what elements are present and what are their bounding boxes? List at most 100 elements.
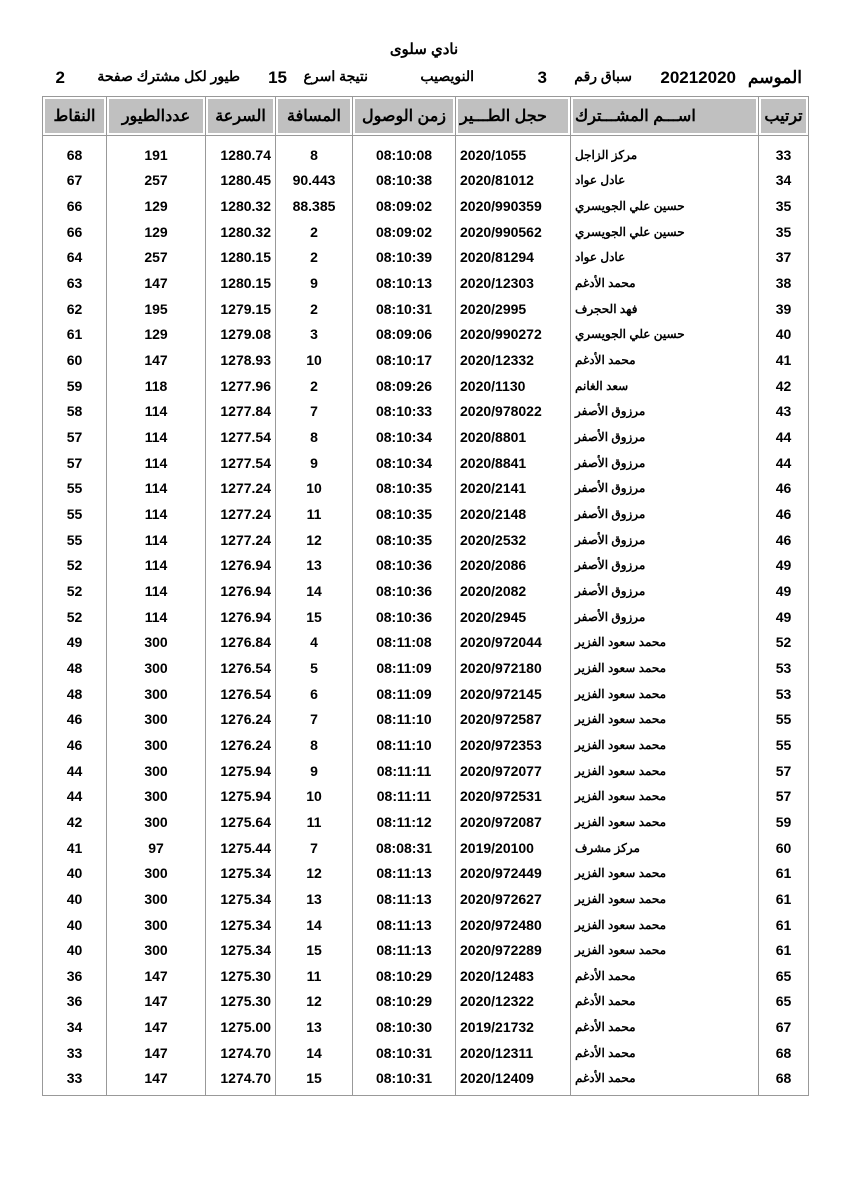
table-row: 65 محمد الأدغم 2020/12322 08:10:29 12 1275.30… <box>42 988 809 1015</box>
cell-name: عادل عواد <box>570 244 759 271</box>
cell-points: 62 <box>42 295 107 322</box>
cell-time: 08:11:08 <box>352 629 456 656</box>
column-header-speed: السرعة <box>205 96 276 136</box>
race-number: 3 <box>537 68 547 87</box>
cell-time: 08:10:34 <box>352 449 456 476</box>
cell-name: محمد الأدغم <box>570 1039 759 1066</box>
cell-speed: 1275.34 <box>205 911 276 938</box>
cell-time: 08:10:35 <box>352 501 456 527</box>
cell-time: 08:10:33 <box>352 398 456 425</box>
cell-ring: 2020/1055 <box>455 135 571 168</box>
cell-rank: 61 <box>758 937 809 963</box>
cell-birds: 147 <box>106 1065 206 1097</box>
cell-speed: 1280.32 <box>205 218 276 245</box>
cell-speed: 1276.94 <box>205 552 276 579</box>
cell-speed: 1276.94 <box>205 603 276 630</box>
cell-birds: 114 <box>106 603 206 630</box>
club-title: نادي سلوى <box>389 41 459 58</box>
cell-speed: 1280.32 <box>205 193 276 219</box>
results-table: ترتيب اســـم المشـــترك حجل الطـــير زمن ال… <box>42 96 809 1097</box>
cell-points: 68 <box>42 135 107 168</box>
cell-speed: 1277.84 <box>205 398 276 425</box>
cell-name: حسين علي الجويسري <box>570 218 759 245</box>
cell-name: فهد الحجرف <box>570 295 759 322</box>
cell-time: 08:10:29 <box>352 963 456 989</box>
cell-dist: 12 <box>275 526 353 553</box>
cell-time: 08:11:11 <box>352 783 456 810</box>
cell-birds: 147 <box>106 1014 206 1040</box>
cell-speed: 1275.64 <box>205 809 276 835</box>
cell-points: 44 <box>42 757 107 784</box>
race-location: النويصيب <box>420 68 474 84</box>
cell-name: محمد سعود الفزير <box>570 655 759 681</box>
cell-birds: 257 <box>106 244 206 271</box>
cell-birds: 147 <box>106 988 206 1015</box>
cell-rank: 53 <box>758 655 809 681</box>
cell-ring: 2020/972627 <box>455 886 571 912</box>
cell-time: 08:10:36 <box>352 552 456 579</box>
table-row: 57 محمد سعود الفزير 2020/972531 08:11:11 10 1… <box>42 783 809 810</box>
table-row: 44 مرزوق الأصفر 2020/8841 08:10:34 9 1277.54 1… <box>42 449 809 476</box>
cell-ring: 2020/990562 <box>455 218 571 245</box>
cell-time: 08:11:13 <box>352 937 456 963</box>
cell-ring: 2020/12483 <box>455 963 571 989</box>
cell-dist: 13 <box>275 552 353 579</box>
cell-time: 08:10:31 <box>352 1039 456 1066</box>
cell-points: 46 <box>42 732 107 758</box>
cell-dist: 15 <box>275 937 353 963</box>
cell-birds: 300 <box>106 629 206 656</box>
column-header-points: النقاط <box>42 96 107 136</box>
cell-speed: 1276.24 <box>205 732 276 758</box>
cell-name: حسين علي الجويسري <box>570 193 759 219</box>
table-row: 46 مرزوق الأصفر 2020/2141 08:10:35 10 1277.24… <box>42 475 809 502</box>
cell-time: 08:09:06 <box>352 321 456 348</box>
cell-speed: 1275.34 <box>205 937 276 963</box>
cell-name: حسين علي الجويسري <box>570 321 759 348</box>
cell-ring: 2020/81012 <box>455 167 571 194</box>
result-label: نتيجة اسرع <box>303 68 368 84</box>
cell-birds: 114 <box>106 552 206 579</box>
table-row: 61 محمد سعود الفزير 2020/972289 08:11:13 15 1… <box>42 937 809 963</box>
cell-birds: 300 <box>106 886 206 912</box>
cell-dist: 11 <box>275 501 353 527</box>
cell-birds: 195 <box>106 295 206 322</box>
cell-name: محمد سعود الفزير <box>570 937 759 963</box>
table-row: 49 مرزوق الأصفر 2020/2082 08:10:36 14 1276.94… <box>42 578 809 604</box>
cell-speed: 1275.30 <box>205 988 276 1015</box>
cell-speed: 1280.45 <box>205 167 276 194</box>
cell-rank: 61 <box>758 860 809 887</box>
cell-name: محمد الأدغم <box>570 988 759 1015</box>
cell-speed: 1277.24 <box>205 475 276 502</box>
cell-speed: 1275.44 <box>205 834 276 861</box>
table-row: 38 محمد الأدغم 2020/12303 08:10:13 9 1280.15 1… <box>42 270 809 296</box>
cell-rank: 53 <box>758 680 809 707</box>
cell-rank: 55 <box>758 706 809 733</box>
cell-name: محمد سعود الفزير <box>570 732 759 758</box>
cell-time: 08:10:17 <box>352 347 456 373</box>
cell-ring: 2019/20100 <box>455 834 571 861</box>
cell-name: مرزوق الأصفر <box>570 603 759 630</box>
race-label: سباق رقم <box>574 68 632 84</box>
cell-speed: 1278.93 <box>205 347 276 373</box>
cell-birds: 114 <box>106 449 206 476</box>
table-row: 37 عادل عواد 2020/81294 08:10:39 2 1280.15 257… <box>42 244 809 271</box>
table-row: 49 مرزوق الأصفر 2020/2945 08:10:36 15 1276.94… <box>42 603 809 630</box>
cell-points: 34 <box>42 1014 107 1040</box>
cell-rank: 42 <box>758 372 809 399</box>
cell-time: 08:10:34 <box>352 424 456 450</box>
table-row: 61 محمد سعود الفزير 2020/972480 08:11:13 14 1… <box>42 911 809 938</box>
cell-dist: 15 <box>275 603 353 630</box>
cell-points: 33 <box>42 1039 107 1066</box>
cell-name: محمد سعود الفزير <box>570 629 759 656</box>
cell-ring: 2020/2945 <box>455 603 571 630</box>
cell-name: محمد الأدغم <box>570 963 759 989</box>
cell-speed: 1280.15 <box>205 244 276 271</box>
cell-speed: 1275.30 <box>205 963 276 989</box>
cell-time: 08:10:30 <box>352 1014 456 1040</box>
table-row: 59 محمد سعود الفزير 2020/972087 08:11:12 11 1… <box>42 809 809 835</box>
cell-ring: 2020/972289 <box>455 937 571 963</box>
cell-dist: 13 <box>275 1014 353 1040</box>
cell-rank: 37 <box>758 244 809 271</box>
cell-dist: 7 <box>275 398 353 425</box>
cell-rank: 61 <box>758 911 809 938</box>
